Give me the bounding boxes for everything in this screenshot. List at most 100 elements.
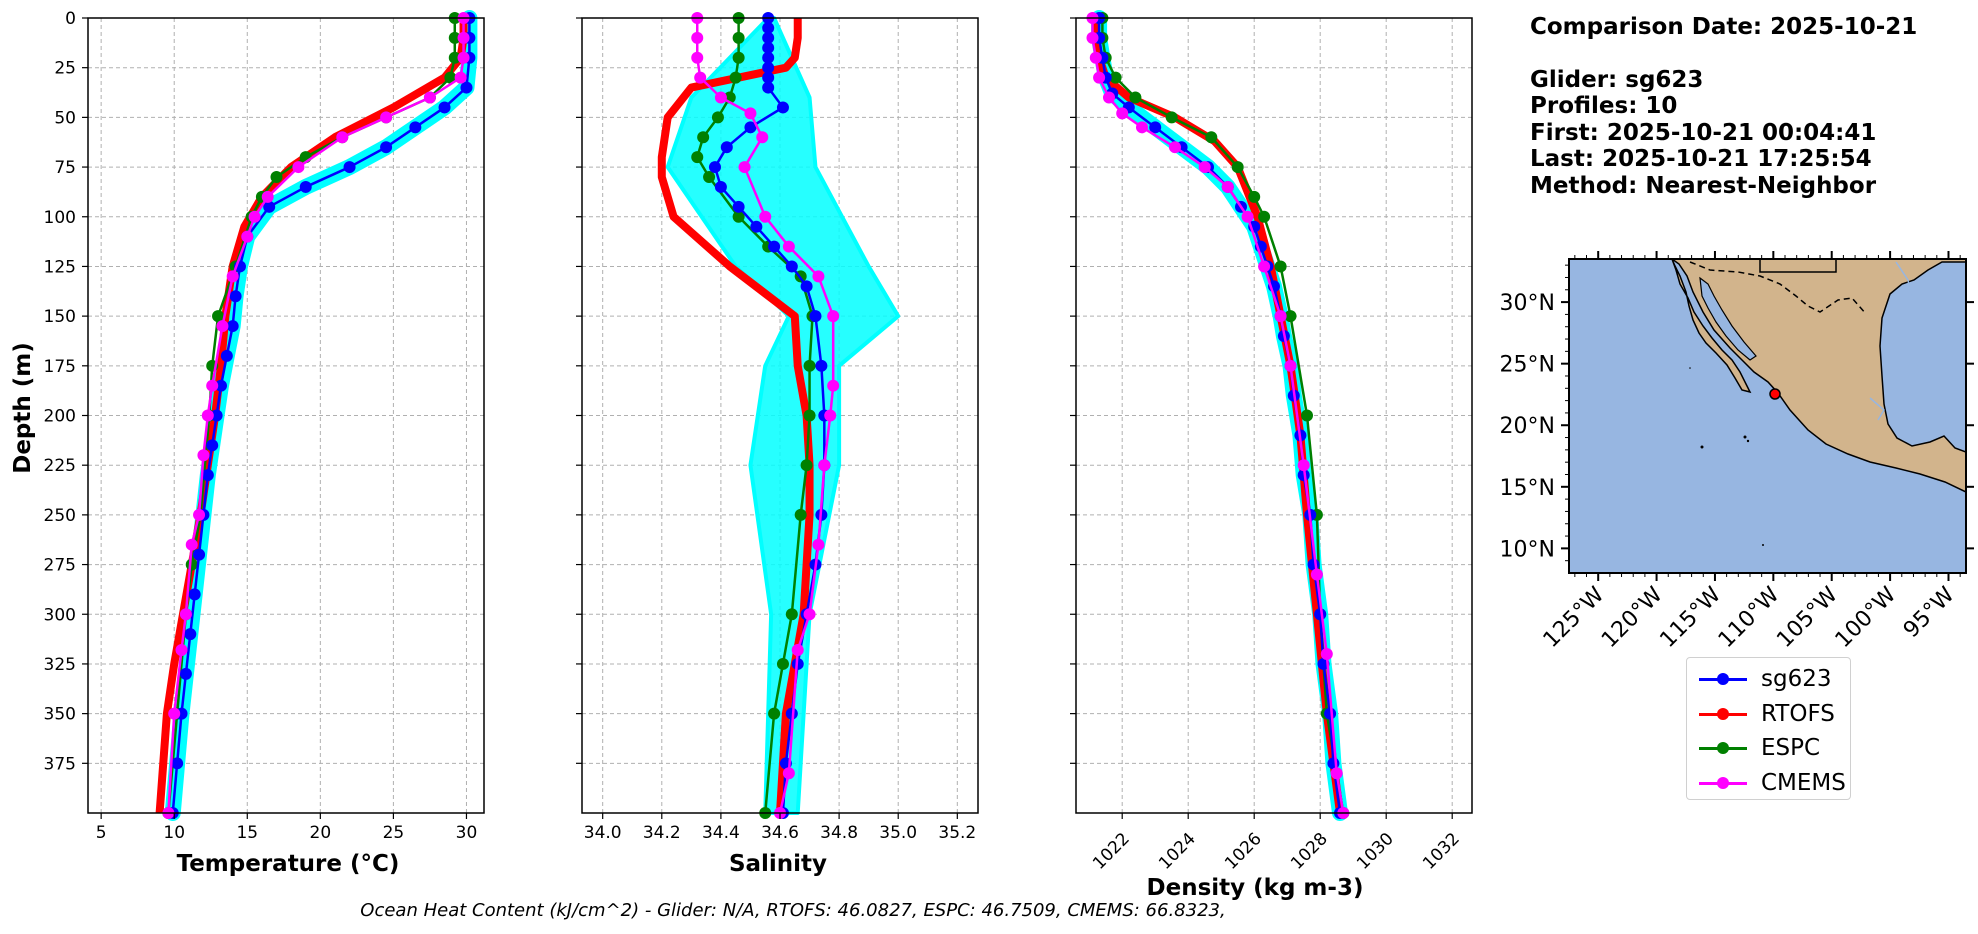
data-point-sg623 <box>1149 121 1162 134</box>
map-lat-label: 20°N <box>1500 414 1555 439</box>
data-point-espc <box>448 31 461 44</box>
data-point-cmems <box>756 131 769 144</box>
x-tick-label: 34.6 <box>761 823 799 843</box>
data-point-espc <box>444 71 457 84</box>
data-point-cmems <box>744 107 757 120</box>
data-point-cmems <box>216 320 229 333</box>
map-frame <box>1568 258 1967 574</box>
data-point-cmems <box>1169 141 1181 154</box>
data-point-cmems <box>691 31 704 44</box>
x-tick-label: 30 <box>456 823 478 843</box>
y-tick-label: 225 <box>44 456 76 476</box>
x-tick-label: 34.0 <box>584 823 622 843</box>
data-point-cmems <box>175 644 188 657</box>
data-point-cmems <box>1136 121 1148 134</box>
x-tick-label: 1022 <box>1089 829 1134 874</box>
data-point-cmems <box>691 51 704 64</box>
comparison-info: Comparison Date: 2025-10-21 Glider: sg623… <box>1530 14 1917 199</box>
data-point-sg623 <box>708 161 721 174</box>
density-axis-label: Density (kg m-3) <box>1147 875 1364 901</box>
data-point-sg623 <box>714 180 727 193</box>
data-point-cmems <box>1103 91 1115 104</box>
data-point-cmems <box>1320 648 1333 660</box>
data-point-espc <box>1165 111 1178 124</box>
data-point-cmems <box>1330 767 1343 780</box>
data-point-espc <box>1248 190 1261 203</box>
data-point-espc <box>729 71 742 84</box>
data-point-espc <box>794 508 807 521</box>
comparison-date: Comparison Date: 2025-10-21 <box>1530 14 1918 40</box>
data-point-espc <box>732 51 745 64</box>
data-point-sg623 <box>188 588 201 601</box>
legend-item-sg623: sg623 <box>1687 662 1850 697</box>
data-point-cmems <box>714 91 727 104</box>
data-point-sg623 <box>800 280 813 293</box>
data-point-espc <box>803 409 816 422</box>
data-point-espc <box>800 459 813 472</box>
legend-item-espc: ESPC <box>1687 731 1850 766</box>
data-point-sg623 <box>762 81 775 94</box>
y-tick-label: 0 <box>65 9 76 29</box>
y-tick-label: 150 <box>44 307 76 327</box>
data-point-sg623 <box>785 260 798 273</box>
data-point-cmems <box>1258 260 1271 273</box>
data-point-espc <box>270 171 283 183</box>
legend-label: ESPC <box>1761 735 1821 762</box>
data-point-cmems <box>457 51 470 64</box>
data-point-sg623 <box>210 409 223 422</box>
x-tick-label: 1030 <box>1353 829 1398 874</box>
first-time: First: 2025-10-21 00:04:41 <box>1530 119 1877 146</box>
data-point-sg623 <box>815 359 828 372</box>
data-point-cmems <box>1274 310 1287 323</box>
data-point-cmems <box>168 707 181 720</box>
last-time: Last: 2025-10-21 17:25:54 <box>1530 146 1872 172</box>
data-point-espc <box>732 210 745 223</box>
data-point-espc <box>185 558 198 571</box>
data-point-cmems <box>812 538 825 551</box>
y-tick-label: 50 <box>54 108 76 128</box>
data-point-cmems <box>380 111 393 124</box>
data-point-espc <box>1231 161 1244 174</box>
map-lat-label: 30°N <box>1500 291 1555 316</box>
legend-marker <box>1699 773 1747 793</box>
data-point-cmems <box>179 608 192 621</box>
data-point-cmems <box>1284 359 1297 372</box>
data-point-espc <box>1129 91 1142 104</box>
data-point-cmems <box>1116 107 1129 120</box>
y-axis-label: Depth (m) <box>10 342 36 474</box>
data-point-sg623 <box>762 21 775 34</box>
data-point-cmems <box>1198 161 1211 174</box>
map-island <box>1743 435 1747 439</box>
data-point-sg623 <box>201 469 214 482</box>
map-island <box>1762 544 1764 546</box>
data-point-sg623 <box>229 290 242 303</box>
data-point-cmems <box>292 161 305 174</box>
data-point-sg623 <box>438 101 451 114</box>
data-point-espc <box>1284 310 1297 323</box>
data-point-sg623 <box>179 667 192 680</box>
data-point-sg623 <box>460 81 473 94</box>
legend-marker <box>1699 669 1747 689</box>
data-point-sg623 <box>762 61 775 74</box>
data-point-sg623 <box>299 180 312 193</box>
data-point-cmems <box>803 608 816 621</box>
map-lat-label: 10°N <box>1500 537 1555 562</box>
series-line-cmems <box>167 18 465 814</box>
map-lon-label: 105°W <box>1772 582 1843 653</box>
series-line-sg623 <box>1097 18 1342 814</box>
data-point-sg623 <box>776 101 789 114</box>
data-point-cmems <box>1221 180 1234 193</box>
data-point-espc <box>785 608 798 621</box>
y-tick-label: 350 <box>44 705 76 725</box>
data-point-sg623 <box>171 757 184 770</box>
data-point-cmems <box>1089 51 1102 64</box>
data-point-sg623 <box>750 220 763 233</box>
x-tick-label: 1026 <box>1221 829 1266 874</box>
legend-item-rtofs: RTOFS <box>1687 697 1850 732</box>
map-lon-label: 125°W <box>1539 582 1610 653</box>
x-tick-label: 25 <box>383 823 405 843</box>
x-tick-label: 5 <box>96 823 107 843</box>
data-point-cmems <box>827 379 840 392</box>
data-point-espc <box>1205 131 1218 144</box>
